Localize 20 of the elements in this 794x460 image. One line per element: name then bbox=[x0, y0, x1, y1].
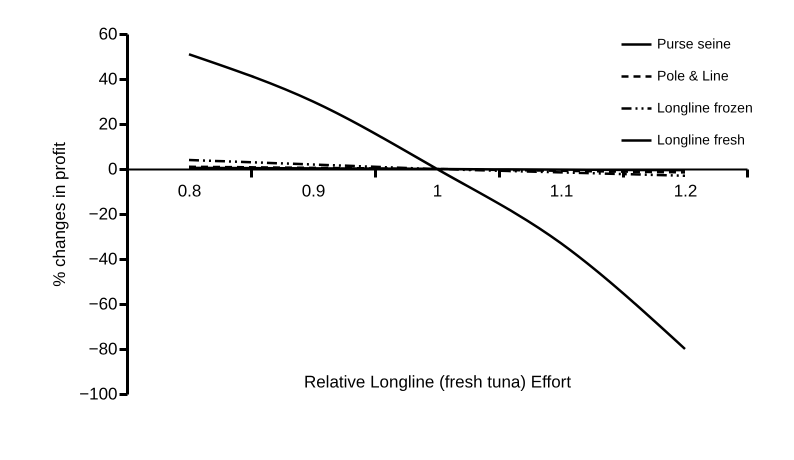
legend-label: Longline fresh bbox=[657, 132, 745, 148]
x-tick-label: 0.9 bbox=[302, 182, 326, 200]
legend-label: Purse seine bbox=[657, 36, 732, 52]
y-tick-label: 60 bbox=[98, 24, 118, 44]
x-tick-label: 1.2 bbox=[674, 182, 698, 200]
x-tick-label: 1.1 bbox=[550, 182, 574, 200]
legend-label: Pole & Line bbox=[657, 68, 729, 84]
y-tick-label: 20 bbox=[98, 114, 118, 134]
x-axis-title: Relative Longline (fresh tuna) Effort bbox=[304, 372, 572, 392]
y-tick-label: −100 bbox=[79, 384, 118, 404]
y-tick-label: −60 bbox=[88, 294, 118, 314]
y-tick-label: 40 bbox=[98, 70, 118, 88]
y-tick-label: −20 bbox=[88, 204, 118, 224]
x-tick-label: 0.8 bbox=[178, 182, 202, 200]
x-tick-label: 1 bbox=[432, 182, 442, 200]
legend-label: Longline frozen bbox=[657, 100, 753, 116]
y-tick-label: −40 bbox=[88, 250, 118, 268]
y-tick-label: −80 bbox=[88, 340, 118, 358]
y-axis-title: % changes in profit bbox=[50, 142, 70, 287]
y-tick-label: 0 bbox=[108, 160, 118, 178]
